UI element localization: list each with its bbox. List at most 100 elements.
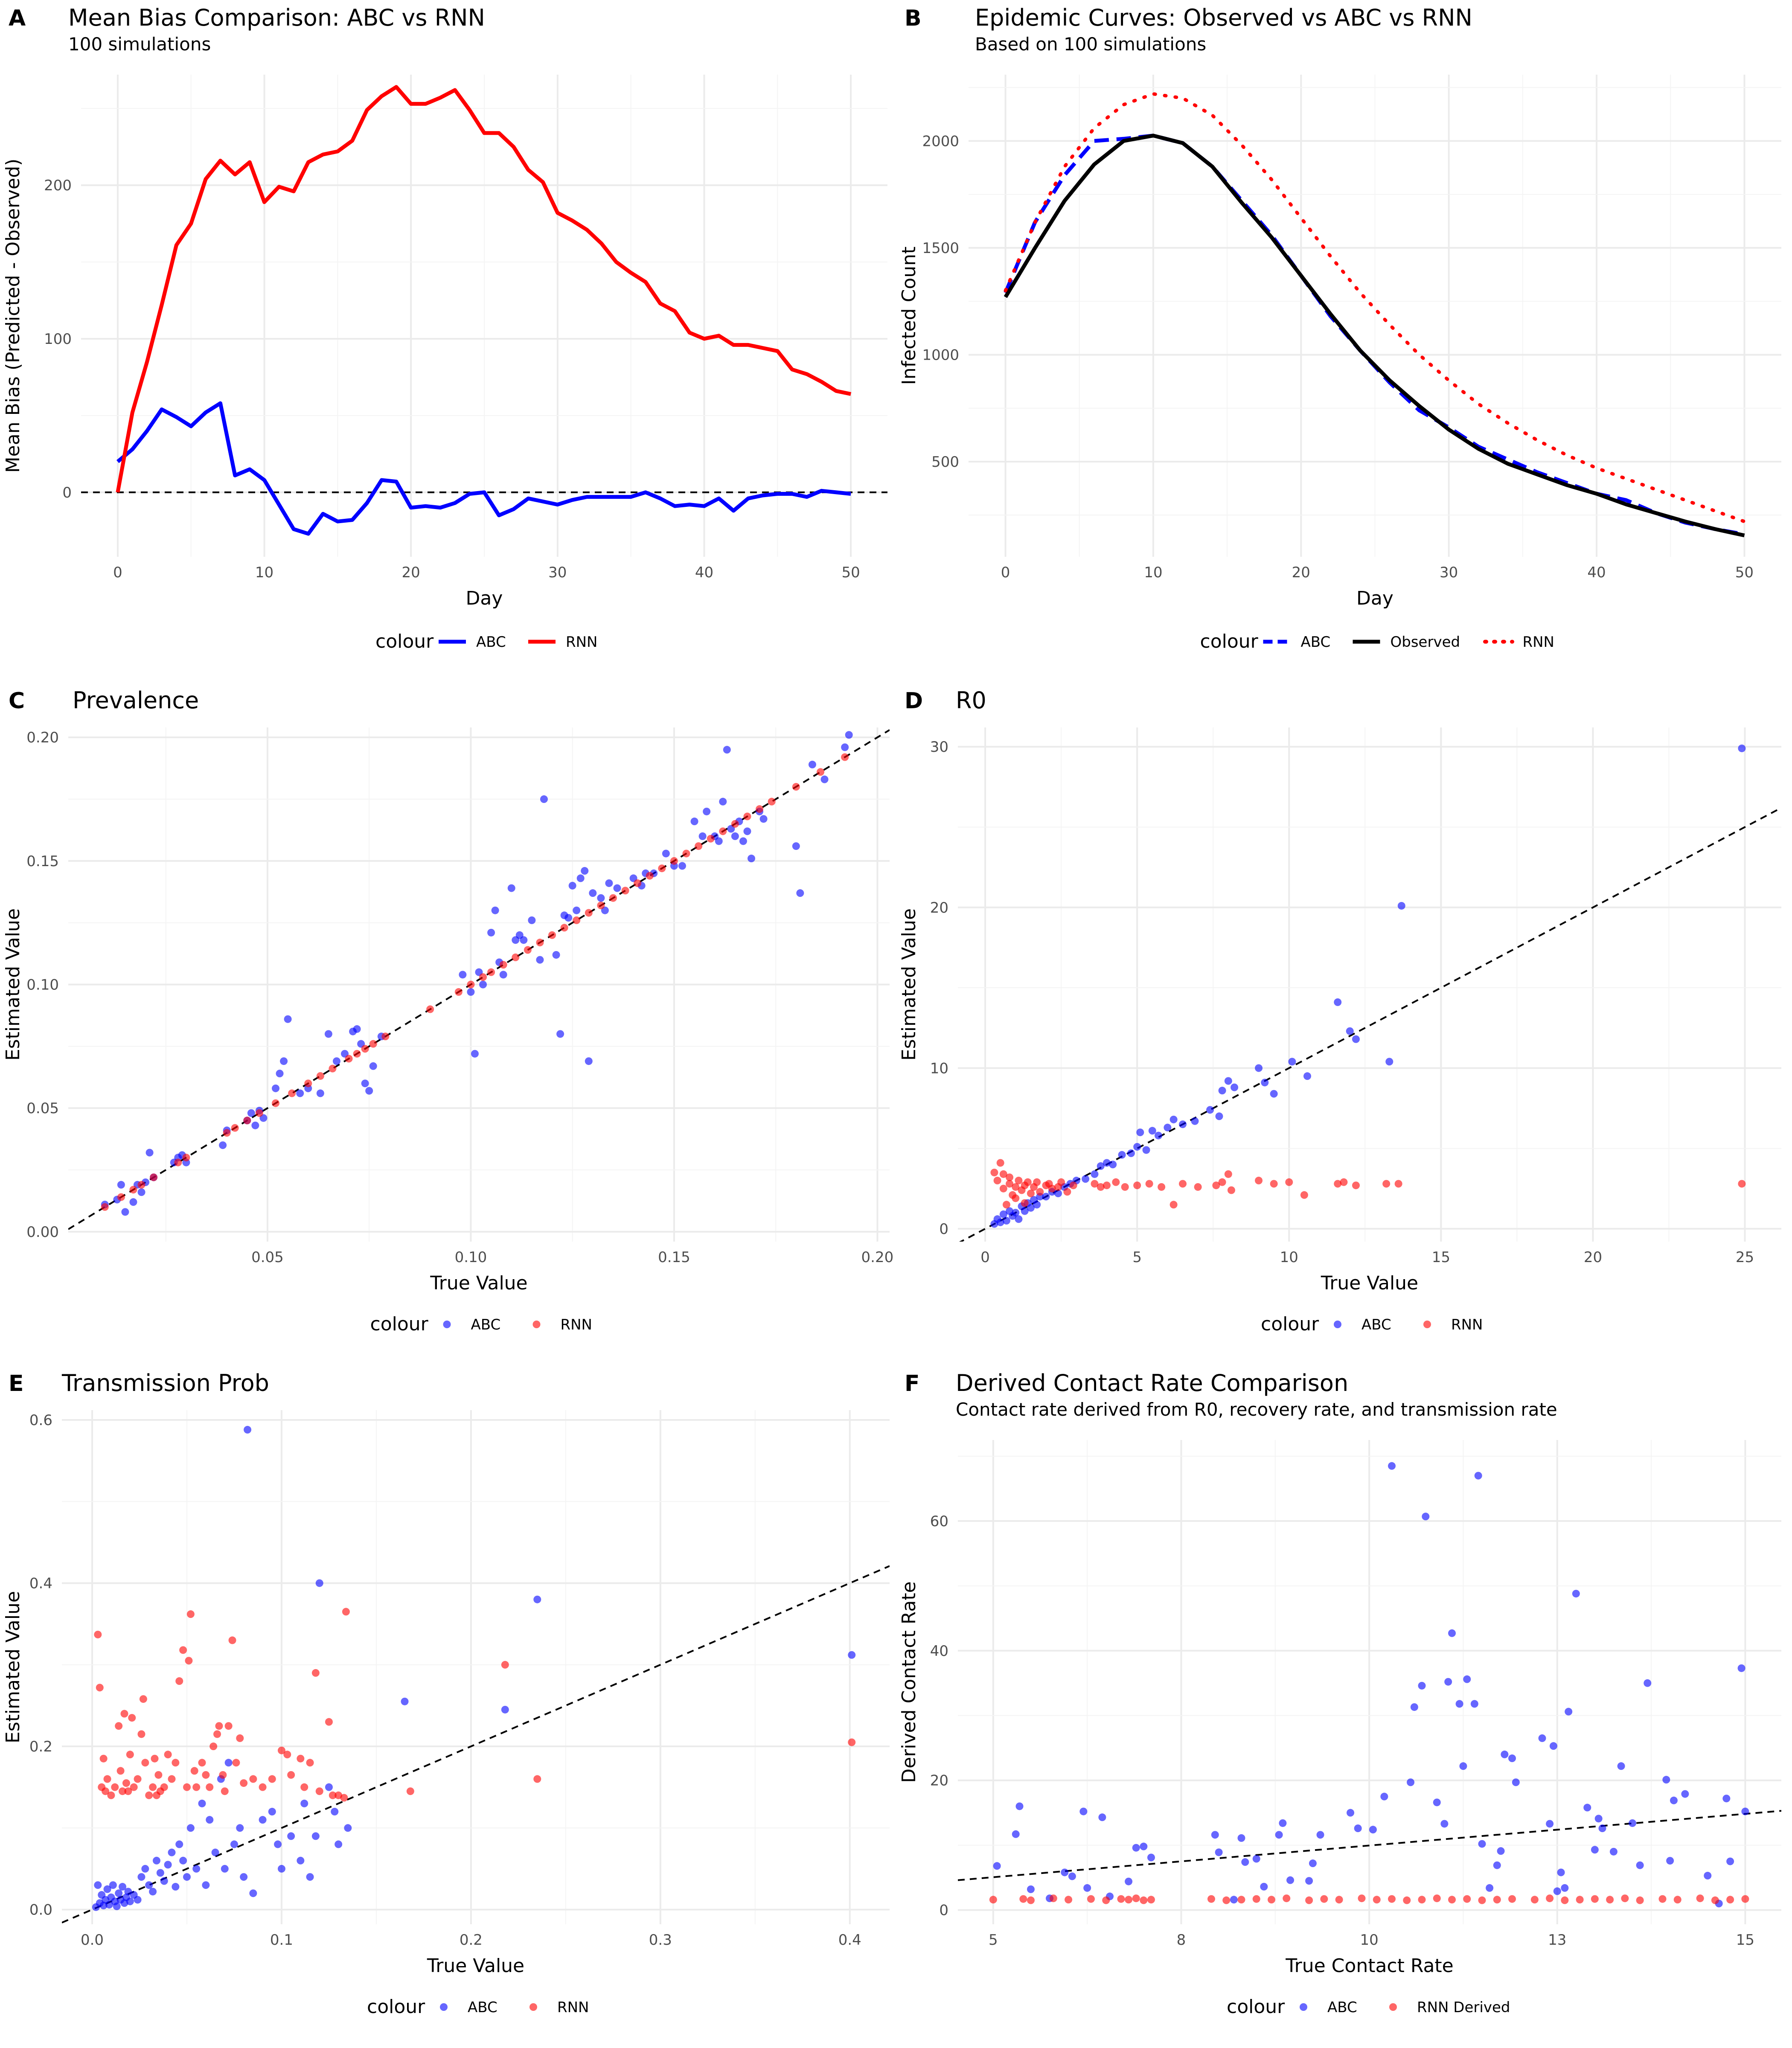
series-line-abc [116, 401, 851, 536]
data-point [168, 1848, 176, 1856]
data-point [1286, 1876, 1295, 1884]
grid [958, 727, 1781, 1242]
panel-c: 0.05 0.10 0.15 0.20 0.00 0.05 0.10 0.15 0.20 True… [2, 687, 893, 1335]
data-point [520, 936, 528, 944]
data-point [682, 849, 690, 858]
y-tick-label: 500 [931, 454, 959, 471]
data-point [1410, 1703, 1418, 1711]
data-point [1636, 1896, 1644, 1904]
data-point [1583, 1804, 1591, 1812]
data-point [743, 827, 751, 835]
x-tick-label: 0 [1001, 564, 1010, 581]
data-point [231, 1124, 239, 1132]
data-point [280, 1057, 288, 1065]
data-point [105, 1901, 113, 1909]
data-point [1598, 1824, 1606, 1833]
data-point [564, 914, 573, 922]
x-tick-label: 15 [1432, 1249, 1450, 1266]
data-point [1252, 1895, 1260, 1903]
data-point [690, 817, 698, 826]
data-point [1054, 1190, 1062, 1198]
x-tick-label: 0.15 [658, 1249, 690, 1266]
legend-title: colour [1227, 1996, 1285, 2018]
series-line-rnn [1004, 92, 1746, 524]
grid [81, 75, 887, 557]
y-tick-label: 0.20 [26, 729, 59, 746]
data-point [533, 1775, 541, 1783]
data-point [1459, 1762, 1467, 1770]
data-point [1118, 1151, 1126, 1159]
data-point [1179, 1180, 1187, 1188]
y-axis-title: Estimated Value [2, 1591, 24, 1743]
data-point [1397, 902, 1405, 910]
data-point [1087, 1895, 1095, 1903]
legend-item-rnn-derived: RNN Derived [1389, 1999, 1510, 2016]
x-tick-label: 0.0 [81, 1932, 104, 1949]
data-point [1237, 1834, 1245, 1842]
data-point [1320, 1895, 1328, 1903]
data-point [316, 1072, 324, 1080]
data-point [1098, 1813, 1106, 1821]
data-point [1444, 1678, 1452, 1686]
data-point [219, 1141, 227, 1149]
data-point [796, 889, 804, 897]
data-point [1681, 1790, 1689, 1798]
data-point [1433, 1894, 1441, 1903]
data-point [288, 1089, 296, 1097]
data-point [344, 1824, 352, 1832]
data-point [1594, 1815, 1603, 1823]
data-point [331, 1808, 339, 1816]
y-tick-label: 0.4 [29, 1575, 52, 1592]
data-point [467, 988, 475, 996]
y-tick-label: 0.00 [26, 1224, 59, 1241]
x-tick-label: 0.2 [460, 1932, 483, 1949]
data-point [1027, 1896, 1035, 1904]
data-point [369, 1040, 377, 1048]
data-point [353, 1050, 361, 1058]
data-point [124, 1787, 132, 1795]
data-point [1557, 1868, 1565, 1876]
y-tick-label: 0.0 [29, 1902, 52, 1919]
data-point [1696, 1894, 1704, 1903]
data-point [1164, 1123, 1172, 1132]
legend-title: colour [375, 631, 434, 652]
data-point [315, 1579, 323, 1587]
data-point [1015, 1176, 1023, 1184]
plot-area [68, 729, 890, 1230]
panel-letter: B [905, 6, 922, 31]
data-point [190, 1767, 198, 1775]
x-tick-label: 30 [1440, 564, 1458, 581]
data-point [186, 1610, 195, 1618]
panel-title: R0 [956, 687, 986, 714]
data-point [209, 1743, 218, 1751]
data-point [149, 1888, 157, 1896]
data-point [723, 746, 731, 754]
data-point [1169, 1115, 1178, 1123]
data-point [999, 1184, 1007, 1193]
data-point [1385, 1058, 1393, 1066]
data-point [1463, 1675, 1471, 1683]
data-point [1352, 1035, 1360, 1043]
data-point [536, 956, 544, 964]
data-point [1478, 1896, 1486, 1904]
data-point [1255, 1064, 1263, 1072]
data-point [731, 820, 739, 828]
data-point [1493, 1861, 1501, 1869]
data-point [129, 1198, 137, 1206]
data-point [1015, 1802, 1024, 1810]
data-point [1069, 1181, 1077, 1190]
data-point [1382, 1180, 1391, 1188]
x-tick-label: 0 [113, 564, 122, 581]
data-point [1147, 1853, 1155, 1862]
data-point [1218, 1087, 1226, 1095]
data-point [345, 1055, 353, 1063]
data-point [1373, 1896, 1381, 1904]
data-point [1142, 1146, 1150, 1154]
data-point [1508, 1895, 1516, 1903]
data-point [1027, 1190, 1035, 1198]
data-point [1140, 1896, 1148, 1904]
data-point [743, 812, 751, 820]
data-point [1132, 1844, 1140, 1852]
data-point [792, 842, 800, 850]
data-point [1132, 1894, 1140, 1903]
